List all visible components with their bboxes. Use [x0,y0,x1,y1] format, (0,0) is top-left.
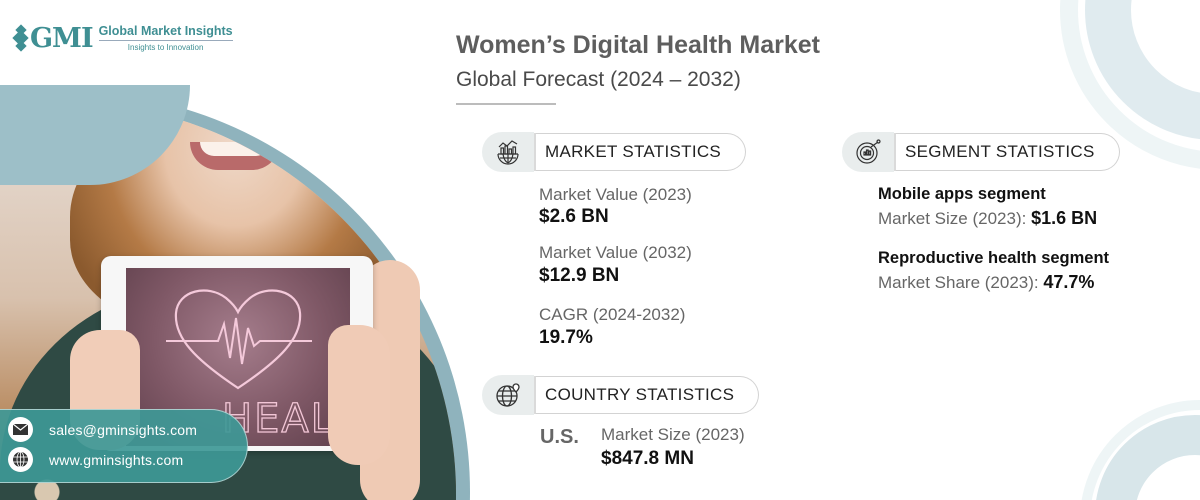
market-statistics-heading: MARKET STATISTICS [534,133,747,171]
market-value-2032: $12.9 BN [539,265,620,286]
globe-pin-icon [482,375,534,415]
page-title: Women’s Digital Health Market [456,31,820,59]
title-divider [456,103,556,105]
brand-tagline: Insights to Innovation [127,43,204,52]
contact-website[interactable]: www.gminsights.com [49,451,184,468]
contact-bar: sales@gminsights.com www.gminsights.com [0,409,248,483]
segment-statistics-header: SEGMENT STATISTICS [842,132,1120,172]
logo-gmi-text: GMI [30,22,94,54]
heartbeat-heart-icon [166,289,312,390]
envelope-icon [8,417,33,442]
market-statistics-header: MARKET STATISTICS [482,132,747,172]
smile-teeth [200,142,270,156]
market-value-2023: $2.6 BN [539,206,609,227]
market-value-2023-label: Market Value (2023) [539,185,692,204]
contact-email[interactable]: sales@gminsights.com [49,421,198,438]
country-code: U.S. [540,426,579,448]
cagr-value: 19.7% [539,327,593,348]
reproductive-health-segment-title: Reproductive health segment [878,249,1110,267]
us-market-size-value: $847.8 MN [601,448,694,469]
globe-icon [8,447,33,472]
cagr-label: CAGR (2024-2032) [539,305,686,324]
contact-email-row[interactable]: sales@gminsights.com [8,417,197,442]
mobile-apps-segment-stat: Market Size (2023): $1.6 BN [878,208,1097,229]
country-statistics-heading: COUNTRY STATISTICS [534,376,760,414]
logo-diamonds-icon [12,24,29,52]
contact-website-row[interactable]: www.gminsights.com [8,447,183,472]
logo-mark: GMI [12,22,94,54]
mobile-apps-size-value: $1.6 BN [1031,208,1098,228]
page-subtitle: Global Forecast (2024 – 2032) [456,68,741,91]
mobile-apps-segment-title: Mobile apps segment [878,185,1046,203]
us-market-size-label: Market Size (2023) [601,425,745,444]
country-statistics-header: COUNTRY STATISTICS [482,375,760,415]
segment-statistics-heading: SEGMENT STATISTICS [894,133,1120,171]
mobile-apps-size-label: Market Size (2023): [878,209,1027,228]
reproductive-health-segment-stat: Market Share (2023): 47.7% [878,272,1094,293]
reproductive-health-share-value: 47.7% [1043,272,1095,292]
market-value-2032-label: Market Value (2032) [539,243,692,262]
reproductive-health-share-label: Market Share (2023): [878,273,1039,292]
right-hand [328,325,390,465]
target-chart-icon [842,132,894,172]
gmi-logo[interactable]: GMI Global Market Insights Insights to I… [12,22,233,54]
chart-globe-icon [482,132,534,172]
brand-name: Global Market Insights [98,24,233,41]
logo-text: Global Market Insights Insights to Innov… [98,24,233,52]
